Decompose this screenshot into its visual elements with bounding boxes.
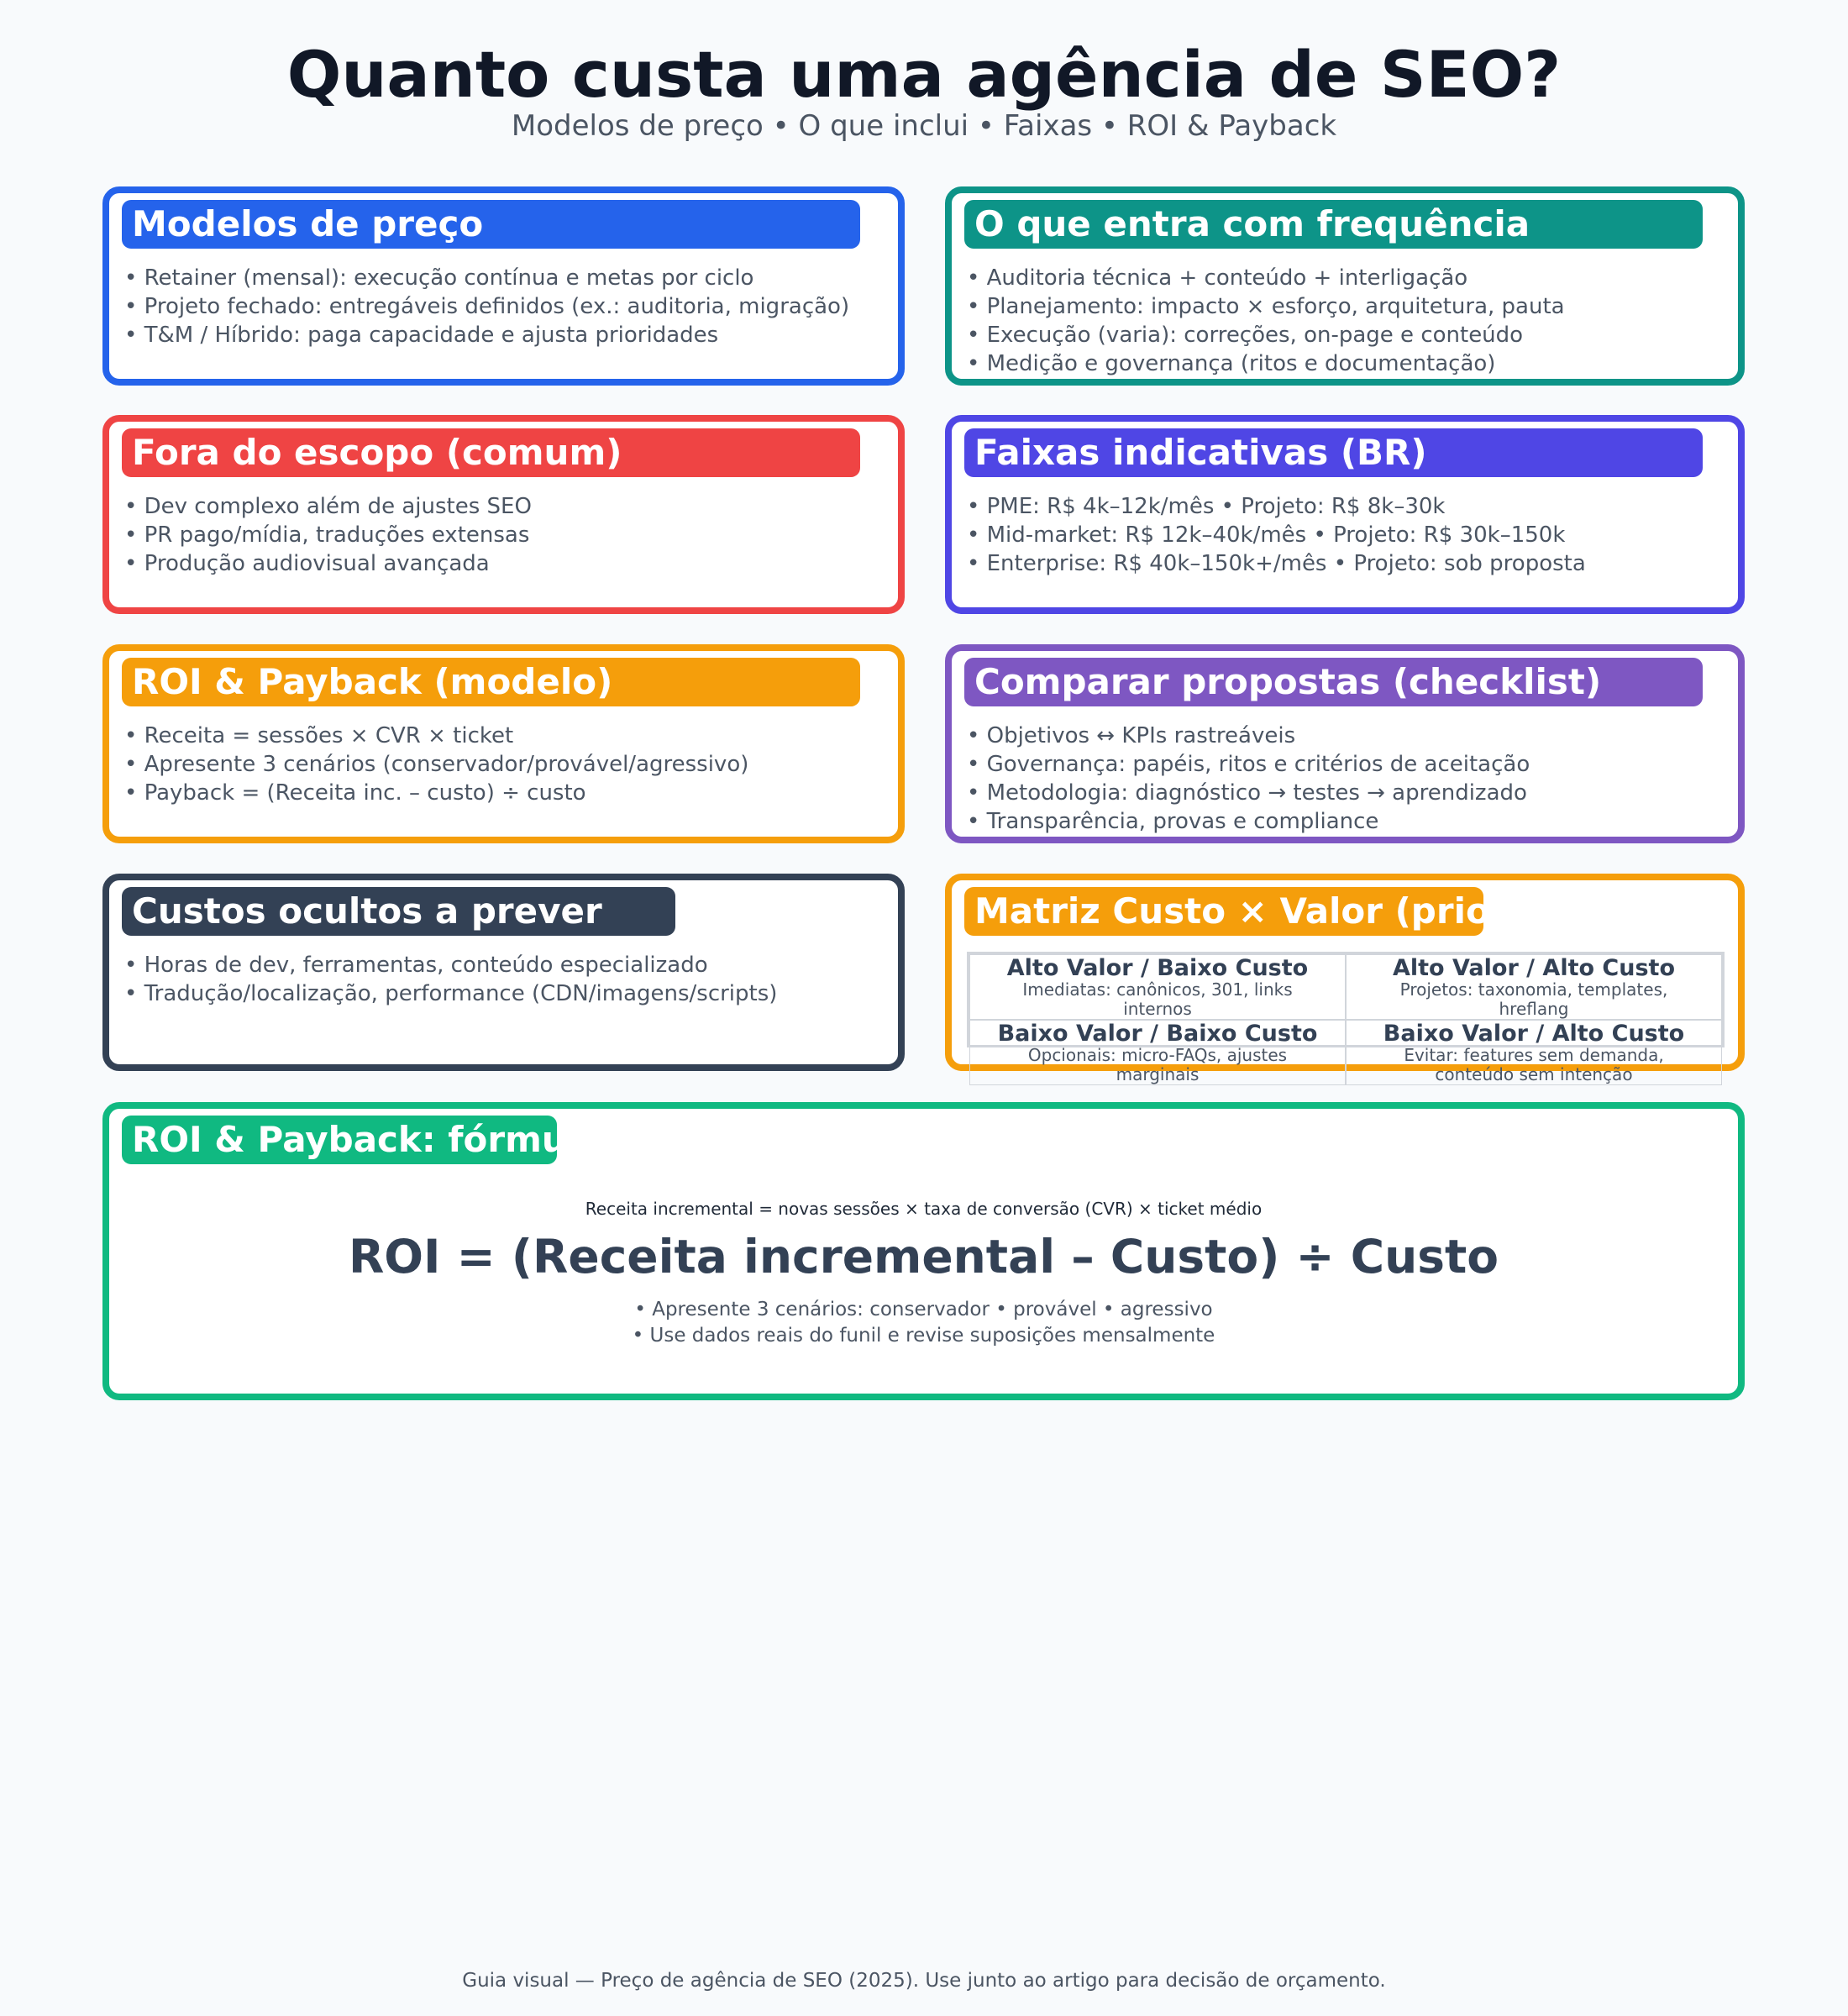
revenue-formula: Receita incremental = novas sessões × ta… (585, 1199, 1263, 1219)
card-body: • PME: R$ 4k–12k/mês • Projeto: R$ 8k–30… (967, 492, 1706, 578)
matrix-cell: Alto Valor / Baixo Custo Imediatas: canôn… (969, 954, 1346, 1020)
list-item: • Payback = (Receita inc. – custo) ÷ cus… (124, 780, 586, 806)
card-title: Modelos de preço (122, 200, 860, 249)
page-title: Quanto custa uma agência de SEO? (286, 37, 1562, 112)
list-item: • Tradução/localização, performance (CDN… (124, 981, 778, 1006)
matrix-cell-heading: Baixo Valor / Baixo Custo (997, 1021, 1318, 1047)
card-compare-proposals: Comparar propostas (checklist) • Objetiv… (945, 644, 1745, 843)
list-item: • Planejamento: impacto × esforço, arqui… (967, 294, 1565, 319)
card-title: Faixas indicativas (BR) (964, 428, 1703, 477)
card-title: Comparar propostas (checklist) (964, 658, 1703, 706)
card-included: O que entra com frequência • Auditoria t… (945, 186, 1745, 386)
card-body: • Receita = sessões × CVR × ticket • Apr… (124, 722, 864, 807)
matrix-cell-desc: Imediatas: canônicos, 301, links interno… (1022, 979, 1293, 1019)
list-item: • Produção audiovisual avançada (124, 551, 490, 576)
list-item: • Execução (varia): correções, on-page e… (967, 323, 1524, 348)
matrix-cell-desc: Projetos: taxonomia, templates, hreflang (1399, 979, 1668, 1019)
card-title: ROI & Payback: fórmula (122, 1116, 557, 1164)
card-body: • Retainer (mensal): execução contínua e… (124, 264, 864, 349)
card-cost-value-matrix: Matriz Custo × Valor (prioridade) Alto V… (945, 874, 1745, 1085)
roi-formula: ROI = (Receita incremental – Custo) ÷ Cu… (348, 1230, 1499, 1284)
list-item: • Receita = sessões × CVR × ticket (124, 723, 514, 748)
matrix-cell: Baixo Valor / Alto Custo Evitar: features… (1346, 1020, 1722, 1085)
card-hidden-costs: Custos ocultos a prever • Horas de dev, … (102, 874, 905, 1071)
matrix-cell-desc: Opcionais: micro-FAQs, ajustes marginais (1027, 1045, 1288, 1084)
list-item: • Governança: papéis, ritos e critérios … (967, 752, 1530, 777)
card-title: Fora do escopo (comum) (122, 428, 860, 477)
card-body: • Dev complexo além de ajustes SEO • PR … (124, 492, 864, 578)
list-item: • Medição e governança (ritos e document… (967, 351, 1496, 376)
list-item: • Retainer (mensal): execução contínua e… (124, 265, 754, 291)
matrix-cell-desc: Evitar: features sem demanda, conteúdo s… (1404, 1045, 1664, 1084)
list-item: • PME: R$ 4k–12k/mês • Projeto: R$ 8k–30… (967, 494, 1446, 519)
list-item: • Projeto fechado: entregáveis definidos… (124, 294, 850, 319)
matrix-cell-heading: Alto Valor / Baixo Custo (1006, 955, 1309, 981)
footer-note: Guia visual — Preço de agência de SEO (2… (462, 1970, 1386, 1992)
card-roi-formula: ROI & Payback: fórmula Receita increment… (102, 1102, 1745, 1400)
matrix-cell-heading: Baixo Valor / Alto Custo (1383, 1021, 1685, 1047)
matrix-cell: Baixo Valor / Baixo Custo Opcionais: micr… (969, 1020, 1346, 1085)
card-body: • Horas de dev, ferramentas, conteúdo es… (124, 951, 864, 1008)
card-title: ROI & Payback (modelo) (122, 658, 860, 706)
cost-value-matrix: Alto Valor / Baixo Custo Imediatas: canôn… (967, 952, 1725, 1085)
list-item: • Mid-market: R$ 12k–40k/mês • Projeto: … (967, 522, 1566, 548)
card-out-of-scope: Fora do escopo (comum) • Dev complexo al… (102, 415, 905, 614)
card-roi-model: ROI & Payback (modelo) • Receita = sessõ… (102, 644, 905, 843)
roi-note: • Apresente 3 cenários: conservador • pr… (634, 1299, 1213, 1320)
card-pricing-models: Modelos de preço • Retainer (mensal): ex… (102, 186, 905, 386)
list-item: • Apresente 3 cenários (conservador/prov… (124, 752, 749, 777)
list-item: • Dev complexo além de ajustes SEO (124, 494, 532, 519)
roi-note: • Use dados reais do funil e revise supo… (632, 1325, 1215, 1347)
card-body: • Auditoria técnica + conteúdo + interli… (967, 264, 1706, 378)
card-title: O que entra com frequência (964, 200, 1703, 249)
card-title: Matriz Custo × Valor (prioridade) (964, 887, 1483, 936)
list-item: • PR pago/mídia, traduções extensas (124, 522, 530, 548)
matrix-cell: Alto Valor / Alto Custo Projetos: taxonom… (1346, 954, 1722, 1020)
matrix-cell-heading: Alto Valor / Alto Custo (1393, 955, 1675, 981)
page-subtitle: Modelos de preço • O que inclui • Faixas… (511, 109, 1337, 143)
list-item: • Metodologia: diagnóstico → testes → ap… (967, 780, 1527, 806)
list-item: • Horas de dev, ferramentas, conteúdo es… (124, 953, 708, 978)
card-title: Custos ocultos a prever (122, 887, 675, 936)
list-item: • Transparência, provas e compliance (967, 809, 1379, 834)
list-item: • Auditoria técnica + conteúdo + interli… (967, 265, 1468, 291)
list-item: • Objetivos ↔ KPIs rastreáveis (967, 723, 1296, 748)
list-item: • T&M / Híbrido: paga capacidade e ajust… (124, 323, 719, 348)
card-body: • Objetivos ↔ KPIs rastreáveis • Governa… (967, 722, 1706, 836)
list-item: • Enterprise: R$ 40k–150k+/mês • Projeto… (967, 551, 1586, 576)
card-price-ranges: Faixas indicativas (BR) • PME: R$ 4k–12k… (945, 415, 1745, 614)
